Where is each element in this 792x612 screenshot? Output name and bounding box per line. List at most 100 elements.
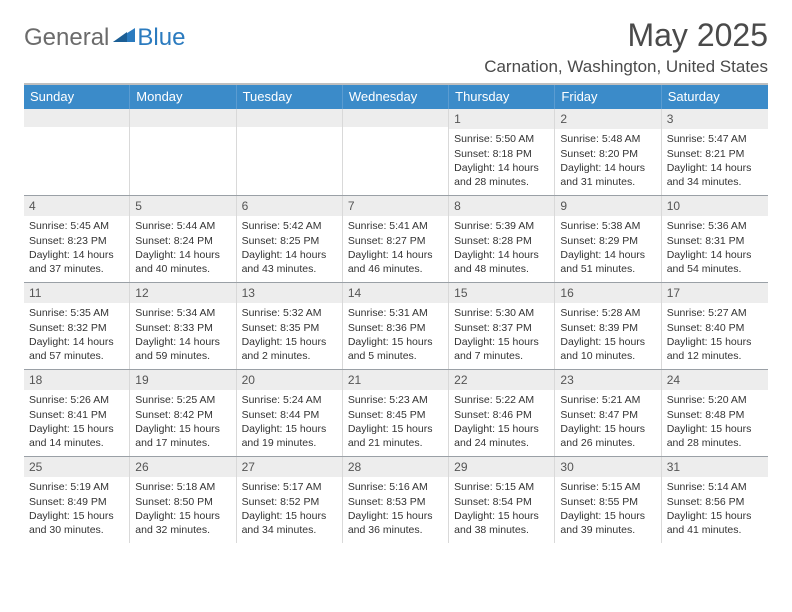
day-number: 5 [130,196,235,216]
header-monday: Monday [130,85,236,109]
day-cell [130,109,236,195]
sunrise-line: Sunrise: 5:31 AM [348,306,443,320]
sunrise-line: Sunrise: 5:15 AM [560,480,655,494]
sunset-line: Sunset: 8:41 PM [29,408,124,422]
sunrise-line: Sunrise: 5:27 AM [667,306,763,320]
sunset-line: Sunset: 8:35 PM [242,321,337,335]
day-number: 29 [449,457,554,477]
week-row: 25Sunrise: 5:19 AMSunset: 8:49 PMDayligh… [24,457,768,543]
day-number: 16 [555,283,660,303]
sunrise-line: Sunrise: 5:34 AM [135,306,230,320]
day-number: 23 [555,370,660,390]
header-thursday: Thursday [449,85,555,109]
page: General Blue May 2025 Carnation, Washing… [0,0,792,555]
sunset-line: Sunset: 8:33 PM [135,321,230,335]
sunset-line: Sunset: 8:50 PM [135,495,230,509]
day-cell: 4 Sunrise: 5:45 AMSunset: 8:23 PMDaylight… [24,196,130,282]
day-number: 14 [343,283,448,303]
calendar: Sunday Monday Tuesday Wednesday Thursday… [24,83,768,543]
sunrise-line: Sunrise: 5:36 AM [667,219,763,233]
daylight-line: Daylight: 15 hours and 36 minutes. [348,509,443,537]
day-cell: 3Sunrise: 5:47 AMSunset: 8:21 PMDaylight… [662,109,768,195]
sunset-line: Sunset: 8:20 PM [560,147,655,161]
day-number-empty [130,109,235,127]
sunrise-line: Sunrise: 5:45 AM [29,219,124,233]
day-number: 2 [555,109,660,129]
day-number: 4 [24,196,129,216]
day-number: 30 [555,457,660,477]
logo-text-blue: Blue [137,24,185,52]
sunrise-line: Sunrise: 5:28 AM [560,306,655,320]
day-number: 19 [130,370,235,390]
day-number: 21 [343,370,448,390]
daylight-line: Daylight: 15 hours and 38 minutes. [454,509,549,537]
day-cell: 13Sunrise: 5:32 AMSunset: 8:35 PMDayligh… [237,283,343,369]
topbar: General Blue May 2025 Carnation, Washing… [24,18,768,77]
header-saturday: Saturday [662,85,768,109]
sunrise-line: Sunrise: 5:39 AM [454,219,549,233]
week-row: 1 Sunrise: 5:50 AMSunset: 8:18 PMDaylight… [24,109,768,196]
daylight-line: Daylight: 14 hours and 28 minutes. [454,161,549,189]
daylight-line: Daylight: 15 hours and 28 minutes. [667,422,763,450]
day-cell [24,109,130,195]
day-cell: 22Sunrise: 5:22 AMSunset: 8:46 PMDayligh… [449,370,555,456]
logo-text-general: General [24,24,109,52]
day-number: 31 [662,457,768,477]
day-number: 20 [237,370,342,390]
sunset-line: Sunset: 8:18 PM [454,147,549,161]
logo: General Blue [24,18,185,52]
day-cell: 9Sunrise: 5:38 AMSunset: 8:29 PMDaylight… [555,196,661,282]
day-cell: 11Sunrise: 5:35 AMSunset: 8:32 PMDayligh… [24,283,130,369]
daylight-line: Daylight: 14 hours and 40 minutes. [135,248,230,276]
day-number: 27 [237,457,342,477]
day-cell: 29 Sunrise: 5:15 AMSunset: 8:54 PMDayligh… [449,457,555,543]
sunset-line: Sunset: 8:46 PM [454,408,549,422]
daylight-line: Daylight: 14 hours and 54 minutes. [667,248,763,276]
day-cell: 31Sunrise: 5:14 AMSunset: 8:56 PMDayligh… [662,457,768,543]
sunrise-line: Sunrise: 5:50 AM [454,132,549,146]
day-cell: 19Sunrise: 5:25 AMSunset: 8:42 PMDayligh… [130,370,236,456]
day-cell: 16Sunrise: 5:28 AMSunset: 8:39 PMDayligh… [555,283,661,369]
sunrise-line: Sunrise: 5:16 AM [348,480,443,494]
day-cell [343,109,449,195]
sunrise-line: Sunrise: 5:19 AM [29,480,124,494]
sunrise-line: Sunrise: 5:44 AM [135,219,230,233]
sunrise-line: Sunrise: 5:18 AM [135,480,230,494]
sunset-line: Sunset: 8:56 PM [667,495,763,509]
day-number: 1 [449,109,554,129]
sunset-line: Sunset: 8:54 PM [454,495,549,509]
sunrise-line: Sunrise: 5:47 AM [667,132,763,146]
day-number-empty [237,109,342,127]
sunrise-line: Sunrise: 5:17 AM [242,480,337,494]
sunrise-line: Sunrise: 5:15 AM [454,480,549,494]
day-number: 9 [555,196,660,216]
day-number: 6 [237,196,342,216]
weeks-container: 1Sunrise: 5:50 AMSunset: 8:18 PMDaylight… [24,109,768,543]
day-number: 17 [662,283,768,303]
sunset-line: Sunset: 8:28 PM [454,234,549,248]
daylight-line: Daylight: 15 hours and 5 minutes. [348,335,443,363]
header-friday: Friday [555,85,661,109]
sunset-line: Sunset: 8:23 PM [29,234,124,248]
day-cell: 15Sunrise: 5:30 AMSunset: 8:37 PMDayligh… [449,283,555,369]
day-cell: 5Sunrise: 5:44 AMSunset: 8:24 PMDaylight… [130,196,236,282]
day-cell: 23Sunrise: 5:21 AMSunset: 8:47 PMDayligh… [555,370,661,456]
daylight-line: Daylight: 15 hours and 7 minutes. [454,335,549,363]
day-cell: 17Sunrise: 5:27 AMSunset: 8:40 PMDayligh… [662,283,768,369]
day-number: 22 [449,370,554,390]
sunset-line: Sunset: 8:37 PM [454,321,549,335]
day-number: 12 [130,283,235,303]
sunrise-line: Sunrise: 5:25 AM [135,393,230,407]
day-number: 13 [237,283,342,303]
daylight-line: Daylight: 15 hours and 10 minutes. [560,335,655,363]
sunset-line: Sunset: 8:55 PM [560,495,655,509]
sunrise-line: Sunrise: 5:41 AM [348,219,443,233]
daylight-line: Daylight: 14 hours and 37 minutes. [29,248,124,276]
header-wednesday: Wednesday [343,85,449,109]
daylight-line: Daylight: 14 hours and 48 minutes. [454,248,549,276]
location-label: Carnation, Washington, United States [484,57,768,77]
sunset-line: Sunset: 8:49 PM [29,495,124,509]
sunrise-line: Sunrise: 5:35 AM [29,306,124,320]
day-cell: 26Sunrise: 5:18 AMSunset: 8:50 PMDayligh… [130,457,236,543]
sunrise-line: Sunrise: 5:32 AM [242,306,337,320]
